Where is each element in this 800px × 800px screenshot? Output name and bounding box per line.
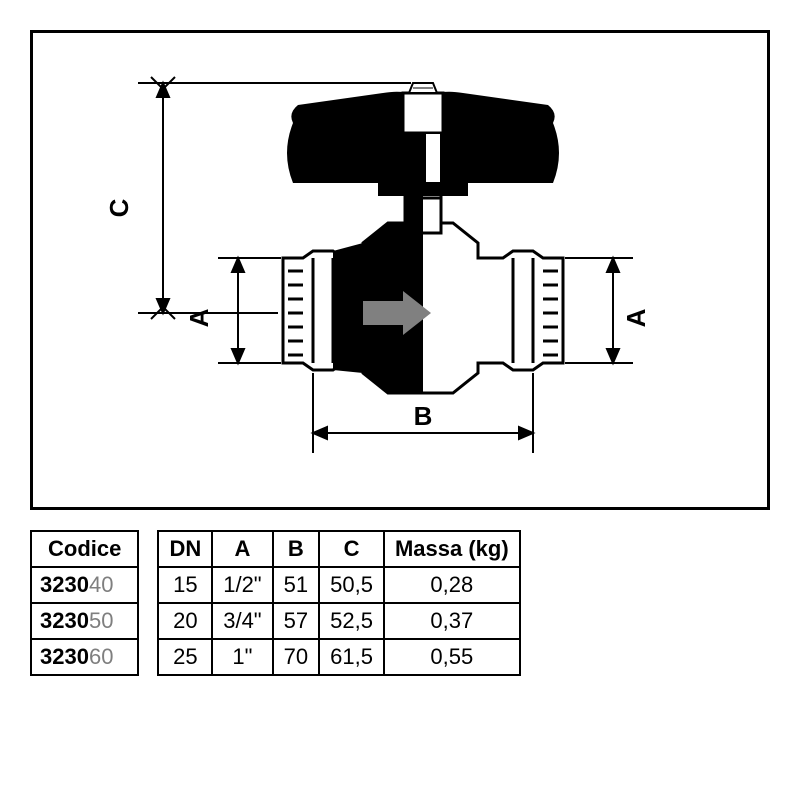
specs-table: DN A B C Massa (kg) 15 1/2" 51 50,5 0,28… [157, 530, 520, 676]
dimension-label-c: C [104, 198, 134, 217]
col-c: C [319, 531, 384, 567]
technical-drawing-frame: C A A [30, 30, 770, 510]
table-row: 20 3/4" 57 52,5 0,37 [158, 603, 519, 639]
codice-table: Codice 323040 323050 323060 [30, 530, 139, 676]
col-a: A [212, 531, 272, 567]
table-row: 323050 [31, 603, 138, 639]
table-row: 15 1/2" 51 50,5 0,28 [158, 567, 519, 603]
codice-header: Codice [31, 531, 138, 567]
col-dn: DN [158, 531, 212, 567]
table-row: 25 1" 70 61,5 0,55 [158, 639, 519, 675]
col-b: B [273, 531, 319, 567]
valve-diagram: C A A [33, 33, 767, 507]
table-row: 323060 [31, 639, 138, 675]
col-massa: Massa (kg) [384, 531, 520, 567]
dimension-label-a-left: A [184, 308, 214, 327]
spec-tables: Codice 323040 323050 323060 DN A B C Mas… [30, 530, 770, 676]
table-row: 323040 [31, 567, 138, 603]
dimension-label-b: B [414, 401, 433, 431]
dimension-label-a-right: A [621, 308, 651, 327]
